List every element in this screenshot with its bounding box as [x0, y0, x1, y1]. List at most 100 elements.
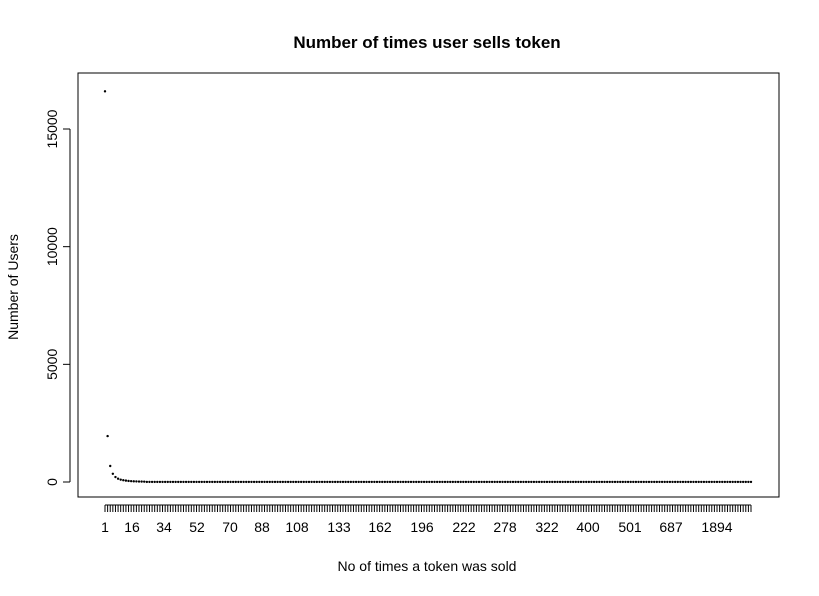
data-point [245, 480, 248, 484]
data-point [396, 480, 400, 484]
data-point [114, 475, 117, 479]
data-point [205, 480, 209, 484]
data-point [347, 480, 350, 484]
data-point [443, 480, 447, 484]
data-point [480, 480, 483, 484]
x-tick-label: 196 [410, 519, 434, 535]
data-point [517, 480, 520, 484]
data-point [501, 480, 504, 484]
x-tick-label: 1 [101, 519, 109, 535]
data-point [190, 480, 193, 484]
data-point [137, 480, 141, 483]
data-point [195, 480, 198, 484]
data-point [548, 480, 551, 484]
data-point [574, 480, 577, 484]
data-point [242, 480, 245, 484]
data-point [187, 480, 190, 484]
data-point [234, 480, 237, 484]
data-point [435, 480, 439, 484]
data-point [707, 480, 711, 484]
x-tick-label: 278 [493, 519, 517, 535]
data-point [163, 480, 167, 484]
data-point [605, 480, 609, 484]
data-point [158, 480, 162, 484]
data-point [660, 480, 664, 484]
data-point [174, 480, 177, 484]
data-point [360, 480, 363, 484]
x-tick-label: 133 [327, 519, 351, 535]
data-point [106, 434, 109, 438]
data-point [211, 480, 214, 484]
data-point [109, 464, 112, 468]
data-point [200, 480, 203, 484]
data-point [328, 480, 332, 484]
data-point [412, 480, 415, 484]
data-point [490, 480, 494, 484]
data-point [417, 480, 421, 484]
data-point [592, 480, 596, 484]
data-point [726, 480, 729, 484]
data-point [655, 480, 659, 484]
data-point [318, 480, 321, 484]
data-point [553, 480, 557, 484]
data-point [496, 480, 499, 484]
data-point [307, 480, 311, 484]
data-point [619, 480, 622, 484]
data-point [247, 480, 251, 484]
data-point [666, 480, 669, 484]
data-point [509, 480, 512, 484]
data-point [692, 480, 695, 484]
data-point [634, 480, 638, 484]
data-point [551, 480, 554, 484]
data-point [715, 480, 719, 484]
data-point [543, 480, 546, 484]
data-point [477, 480, 481, 484]
data-point [326, 480, 329, 484]
data-point [271, 480, 274, 484]
data-point [569, 480, 572, 484]
data-point [192, 480, 196, 484]
y-tick-label: 10000 [44, 227, 60, 266]
data-point [119, 478, 122, 481]
data-point [255, 480, 258, 484]
data-point [153, 480, 156, 484]
data-point [647, 480, 651, 484]
data-point [127, 479, 130, 483]
data-point [297, 480, 300, 484]
data-point [668, 480, 672, 484]
data-points [103, 90, 753, 484]
data-point [260, 480, 264, 484]
data-point [451, 480, 455, 484]
data-point [279, 480, 282, 484]
x-tick-label: 52 [189, 519, 205, 535]
data-point [556, 480, 559, 484]
data-point [341, 480, 345, 484]
x-tick-label: 162 [368, 519, 392, 535]
data-point [749, 480, 753, 484]
data-point [590, 480, 593, 484]
data-point [140, 480, 143, 483]
data-point [438, 480, 441, 484]
x-axis-label: No of times a token was sold [338, 558, 517, 574]
data-point [462, 480, 465, 484]
data-point [679, 480, 682, 484]
data-point [292, 480, 295, 484]
data-point [454, 480, 457, 484]
data-point [639, 480, 643, 484]
data-point [747, 480, 750, 484]
data-point [723, 480, 727, 484]
data-point [339, 480, 342, 484]
data-point [558, 480, 562, 484]
data-point [263, 480, 266, 484]
data-point [169, 480, 172, 484]
data-point [331, 480, 334, 484]
data-point [671, 480, 674, 484]
data-point [566, 480, 570, 484]
data-point [407, 480, 410, 484]
data-point [744, 480, 747, 484]
data-point [203, 480, 206, 484]
data-point [673, 480, 677, 484]
data-point [598, 480, 601, 484]
data-point [467, 480, 470, 484]
y-tick-label: 15000 [44, 109, 60, 148]
